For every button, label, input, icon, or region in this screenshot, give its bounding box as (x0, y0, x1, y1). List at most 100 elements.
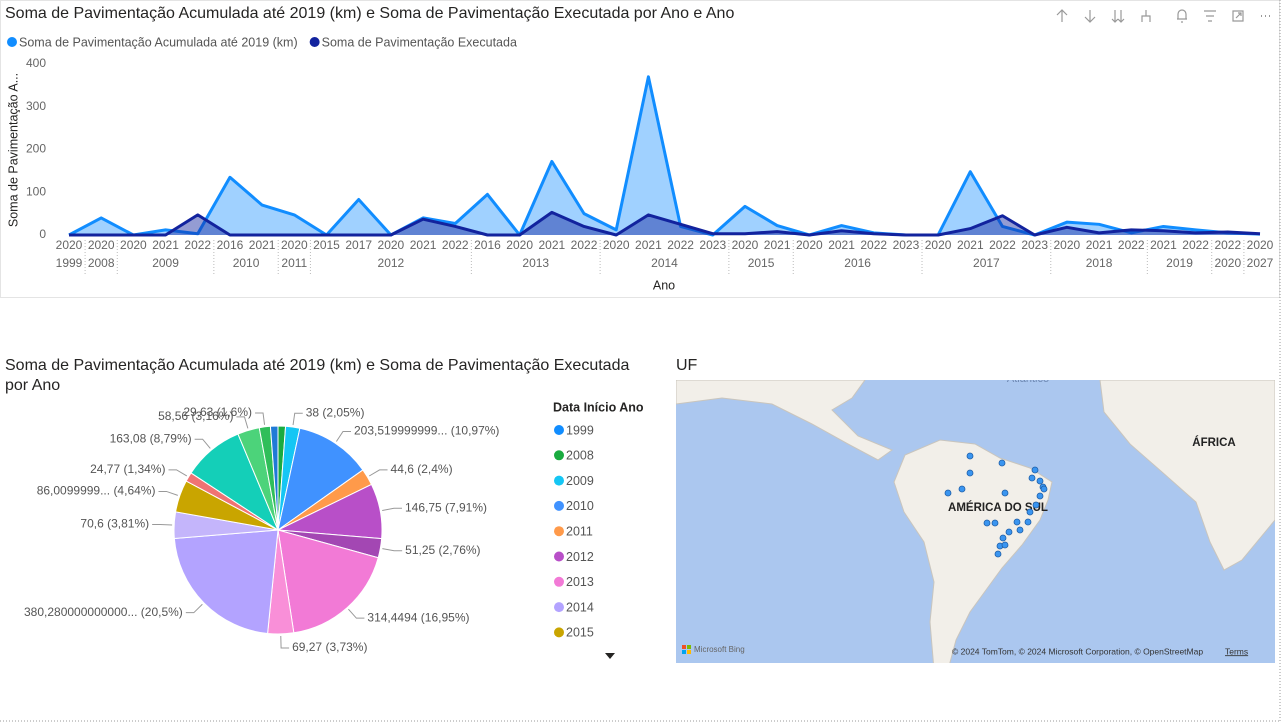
x-tick-label: 2020 (281, 238, 308, 252)
leader-line (194, 438, 211, 449)
expand-level-icon[interactable] (1111, 10, 1125, 23)
x-tick-label: 2020 (378, 238, 405, 252)
x-tick-label: 2016 (474, 238, 501, 252)
map-point (1013, 518, 1021, 526)
x-axis-label: Ano (653, 278, 675, 292)
leader-line (292, 412, 303, 426)
map-point (991, 519, 999, 527)
chart-title: Soma de Pavimentação Acumulada até 2019 … (5, 357, 630, 394)
data-label: 380,280000000000... (20,5%) (24, 605, 183, 619)
data-label: 24,77 (1,34%) (90, 462, 165, 476)
x-tick-label: 2020 (1054, 238, 1081, 252)
map-point (1028, 474, 1036, 482)
map-point (1032, 501, 1040, 509)
x-group-label: 2009 (152, 256, 179, 270)
data-label: 51,25 (2,76%) (405, 543, 480, 557)
data-label: 29,63 (1,6%) (183, 405, 252, 419)
leader-line (255, 412, 266, 425)
x-tick-label: 2020 (796, 238, 823, 252)
leader-line (168, 469, 188, 477)
x-group-label: 2017 (973, 256, 1000, 270)
hierarchy-icon[interactable] (1141, 10, 1151, 22)
leader-line (152, 523, 173, 526)
legend-marker (309, 37, 320, 47)
x-tick-label: 2020 (603, 238, 630, 252)
x-tick-label: 2021 (828, 238, 855, 252)
data-label: 69,27 (3,73%) (292, 640, 367, 654)
data-label: 70,6 (3,81%) (80, 517, 149, 531)
map-point (958, 485, 966, 493)
legend-marker (554, 425, 564, 435)
map-point (1031, 466, 1039, 474)
drill-up-icon[interactable] (1056, 9, 1068, 22)
x-tick-label: 2016 (217, 238, 244, 252)
alert-icon[interactable] (1177, 9, 1187, 23)
map-provider: Microsoft Bing (694, 645, 745, 654)
y-tick-label: 0 (39, 227, 46, 241)
ocean-label: Atlântico (1007, 373, 1049, 385)
map-point (1024, 518, 1032, 526)
x-tick-label: 2022 (184, 238, 211, 252)
map-terms[interactable]: Terms (1225, 646, 1248, 656)
x-tick-label: 2021 (249, 238, 276, 252)
x-tick-label: 2023 (1021, 238, 1048, 252)
filter-icon[interactable] (1204, 10, 1216, 22)
drill-down-icon[interactable] (1084, 10, 1096, 23)
x-tick-label: 2022 (571, 238, 598, 252)
x-tick-label: 2020 (120, 238, 147, 252)
area-fill (69, 212, 1260, 235)
x-tick-label: 2020 (925, 238, 952, 252)
logo (687, 650, 691, 654)
x-group-label: 2015 (748, 256, 775, 270)
x-tick-label: 2021 (152, 238, 179, 252)
logo (682, 645, 686, 649)
legend-label: 2009 (566, 474, 594, 488)
x-group-label: 2016 (844, 256, 871, 270)
continent-label: ÁFRICA (1192, 436, 1235, 449)
focus-icon[interactable] (1232, 10, 1244, 22)
leader-line (382, 507, 402, 511)
legend-marker (554, 526, 564, 537)
x-tick-label: 2021 (1086, 238, 1113, 252)
x-group-label: 2010 (233, 256, 260, 270)
legend-title: Data Início Ano (553, 400, 644, 414)
leader-line (348, 608, 365, 619)
x-tick-label: 2020 (56, 238, 83, 252)
map-point (1040, 485, 1048, 493)
x-tick-label: 2020 (732, 238, 759, 252)
map-attribution: © 2024 TomTom, © 2024 Microsoft Corporat… (952, 646, 1203, 656)
map-point (999, 534, 1007, 542)
legend-label: 2011 (566, 524, 593, 538)
legend-scroll-arrow[interactable] (605, 653, 615, 659)
visual-border (0, 0, 1280, 298)
map-point (1001, 489, 1009, 497)
x-tick-label: 2021 (764, 238, 791, 252)
map-point (1036, 492, 1044, 500)
x-tick-label: 2022 (667, 238, 694, 252)
pie-slice (269, 425, 279, 531)
legend-label: 2013 (566, 575, 594, 589)
logo (687, 645, 691, 649)
data-label: 86,0099999... (4,64%) (37, 484, 156, 498)
legend-marker (554, 602, 564, 613)
area-line (69, 210, 1261, 237)
legend-label: 2015 (566, 626, 594, 640)
legend-label: 2010 (566, 499, 594, 513)
legend-marker (554, 627, 564, 638)
x-tick-label: 2023 (699, 238, 726, 252)
x-tick-label: 2021 (957, 238, 984, 252)
x-tick-label: 2021 (1150, 238, 1177, 252)
y-tick-label: 400 (26, 56, 46, 70)
map-point (966, 469, 974, 477)
y-tick-label: 200 (26, 142, 46, 156)
map-point (994, 550, 1002, 558)
x-tick-label: 2021 (635, 238, 662, 252)
leader-line (185, 603, 203, 614)
map-points (944, 452, 1048, 558)
x-group-label: 2013 (522, 256, 549, 270)
legend-label: Soma de Pavimentação Executada (322, 35, 517, 49)
legend-label: Soma de Pavimentação Acumulada até 2019 … (19, 35, 298, 49)
leader-line (158, 490, 178, 496)
continent-label: AMÉRICA DO SUL (948, 501, 1048, 514)
